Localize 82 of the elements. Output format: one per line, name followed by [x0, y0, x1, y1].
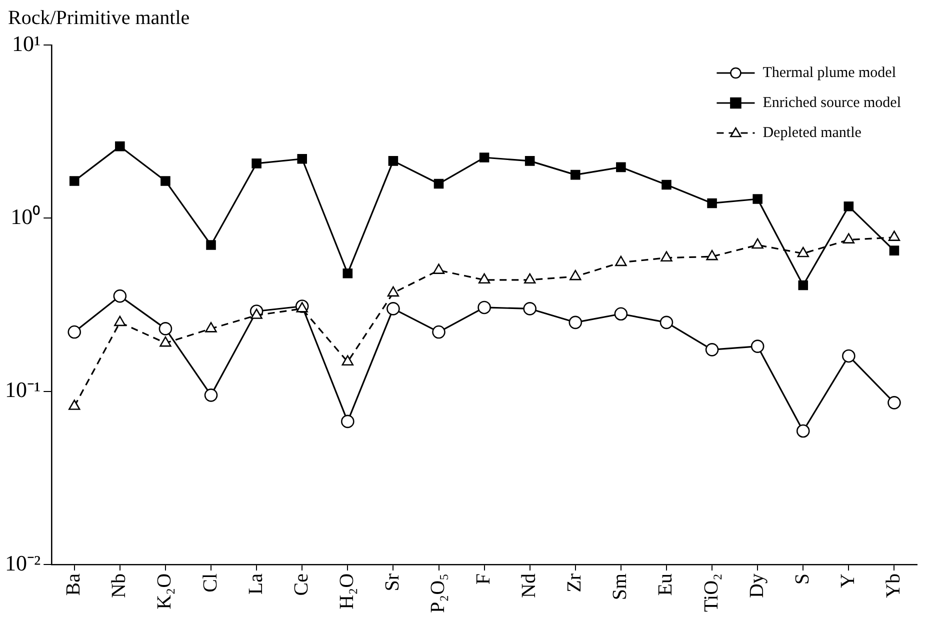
x-tick-label: La: [244, 573, 267, 595]
point: [388, 156, 398, 166]
point: [616, 162, 626, 172]
point: [204, 388, 218, 402]
point: [570, 270, 582, 280]
point: [842, 349, 856, 363]
point: [796, 424, 810, 438]
point: [524, 273, 536, 284]
point: [113, 289, 127, 303]
point: [342, 268, 353, 278]
point: [660, 316, 674, 330]
point: [478, 273, 490, 284]
point: [341, 414, 354, 428]
x-tick-label: Ce: [290, 573, 312, 596]
x-tick-label: Nd: [518, 573, 540, 598]
x-tick-label: Dy: [746, 573, 768, 598]
legend-label: Enriched source model: [762, 94, 901, 111]
point: [524, 156, 535, 166]
point: [888, 230, 900, 241]
point: [842, 233, 855, 244]
point: [387, 286, 400, 297]
point: [69, 176, 80, 186]
point: [662, 180, 672, 190]
point: [750, 340, 764, 353]
point: [889, 246, 900, 256]
point: [250, 308, 262, 319]
point: [478, 300, 491, 314]
point: [205, 322, 217, 332]
point: [615, 256, 627, 266]
point: [206, 240, 216, 250]
x-tick-label: F: [472, 573, 495, 585]
legend-label: Depleted mantle: [762, 124, 862, 141]
x-tick-label: Yb: [882, 573, 904, 598]
x-tick-label: Y: [836, 573, 859, 588]
point: [68, 400, 80, 410]
y-tick-label: 10⁻²: [4, 550, 41, 576]
y-tick-label: 10⁻¹: [4, 377, 41, 402]
point: [614, 307, 628, 321]
point: [752, 238, 764, 249]
point: [297, 154, 307, 164]
legend-label: Thermal plume model: [762, 64, 896, 81]
point: [160, 336, 172, 347]
point: [342, 355, 354, 366]
point: [160, 176, 170, 186]
x-tick-label: TiO₂: [700, 573, 722, 612]
point: [660, 251, 672, 262]
point: [115, 141, 125, 152]
point: [707, 198, 717, 208]
point: [432, 325, 446, 339]
x-tick-label: K₂O: [154, 573, 176, 610]
y-axis-title: Rock/Primitive mantle: [8, 7, 190, 29]
x-tick-label: Eu: [654, 573, 677, 596]
x-tick-label: Sm: [609, 573, 632, 600]
x-tick-label: Ba: [62, 573, 85, 596]
point: [888, 396, 901, 410]
point: [479, 152, 490, 162]
x-tick-label: Sr: [381, 573, 404, 592]
x-tick-label: S: [791, 573, 814, 585]
point: [523, 302, 536, 316]
y-tick-label: 10¹: [12, 30, 41, 56]
point: [114, 316, 126, 326]
point: [706, 250, 718, 260]
x-tick-label: P₂O₅: [427, 573, 449, 614]
point: [705, 343, 719, 356]
point: [844, 201, 854, 212]
point: [798, 280, 808, 290]
point: [252, 158, 262, 168]
point: [434, 178, 444, 189]
x-tick-label: Cl: [199, 573, 222, 592]
point: [570, 170, 580, 180]
x-tick-label: Nb: [108, 573, 130, 598]
point: [752, 194, 762, 204]
point: [797, 246, 809, 258]
point: [386, 302, 400, 316]
y-tick-label: 10⁰: [10, 204, 41, 229]
point: [68, 325, 82, 339]
point: [158, 322, 172, 336]
point: [432, 264, 445, 274]
point: [568, 316, 582, 330]
x-tick-label: Zr: [564, 573, 586, 592]
x-tick-label: H₂O: [336, 573, 358, 610]
point: [296, 302, 308, 312]
